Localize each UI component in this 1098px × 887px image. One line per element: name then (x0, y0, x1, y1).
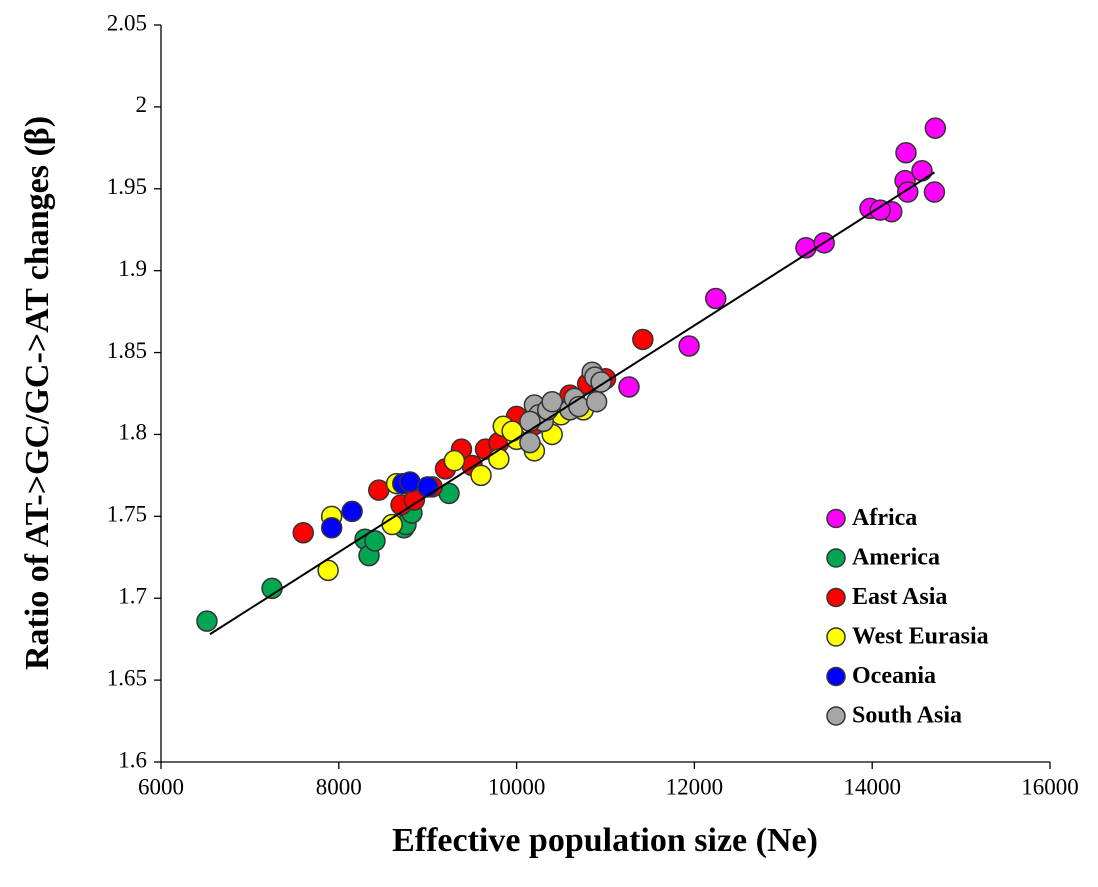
legend-marker (826, 627, 846, 647)
y-tick-label: 1.95 (107, 174, 147, 199)
legend-marker (826, 548, 846, 568)
legend-label: Africa (852, 505, 917, 531)
data-point (704, 287, 727, 310)
x-tick-label: 8000 (316, 774, 362, 799)
data-point (292, 521, 314, 544)
data-point (341, 500, 363, 523)
data-point (320, 517, 343, 539)
legend-marker (826, 666, 846, 687)
data-point (678, 335, 700, 357)
data-point (416, 476, 439, 498)
y-tick-label: 1.7 (118, 584, 147, 609)
x-tick-label: 6000 (138, 774, 184, 799)
x-axis-title: Effective population size (Ne) (392, 822, 818, 859)
x-tick-label: 14000 (843, 774, 901, 799)
data-point (541, 390, 563, 413)
data-point (923, 181, 946, 203)
legend-marker (826, 587, 846, 608)
data-point (317, 559, 339, 582)
y-tick-label: 1.65 (107, 665, 147, 690)
data-point (443, 449, 466, 472)
legend-marker (826, 706, 846, 726)
x-tick-label: 12000 (666, 774, 724, 799)
y-tick-label: 1.6 (118, 747, 147, 772)
data-point (924, 117, 947, 139)
y-tick-label: 1.75 (107, 502, 147, 527)
y-tick-label: 1.9 (118, 256, 147, 281)
data-point (911, 160, 933, 182)
x-tick-label: 10000 (488, 774, 546, 799)
trendline (209, 171, 935, 636)
legend-label: East Asia (852, 584, 947, 610)
data-point (618, 376, 640, 398)
data-point (632, 328, 654, 351)
legend-label: America (852, 545, 940, 571)
data-point (399, 471, 421, 493)
data-point (196, 610, 218, 632)
data-point (488, 448, 510, 470)
legend-label: South Asia (852, 703, 962, 729)
y-tick-label: 1.8 (118, 420, 147, 445)
legend-marker (826, 508, 846, 529)
data-point (364, 530, 386, 552)
data-point (470, 464, 492, 487)
y-axis-title: Ratio of AT->GC/GC->AT changes (β) (19, 116, 56, 670)
data-point (869, 199, 891, 221)
x-tick-label: 16000 (1021, 774, 1079, 799)
data-point (368, 479, 390, 501)
y-tick-label: 2 (136, 92, 148, 117)
y-tick-label: 1.85 (107, 338, 147, 363)
legend-label: Oceania (852, 663, 936, 689)
data-point (519, 410, 541, 433)
legend-label: West Eurasia (852, 624, 989, 650)
data-point (519, 431, 541, 454)
data-point (895, 141, 917, 164)
data-point (585, 390, 608, 413)
y-tick-label: 2.05 (107, 10, 147, 35)
